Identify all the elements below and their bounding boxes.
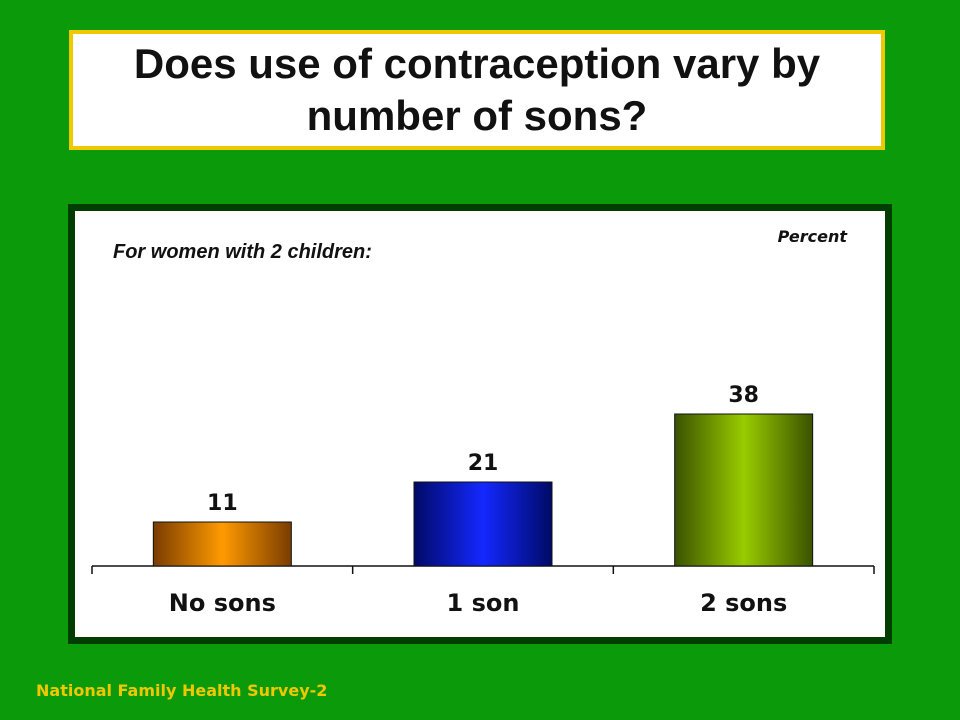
slide-title: Does use of contraception vary by number… (133, 40, 821, 139)
unit-label: Percent (777, 227, 847, 246)
category-label: 1 son (447, 589, 520, 617)
title-box: Does use of contraception vary by number… (69, 30, 885, 150)
bar-1-son (413, 481, 553, 567)
chart-frame: For women with 2 children: Percent 11 No … (68, 204, 892, 644)
chart-subtitle: For women with 2 children: (113, 241, 372, 263)
bar-2-sons (674, 413, 814, 567)
chart-panel: For women with 2 children: Percent 11 No … (75, 211, 885, 637)
category-label: No sons (169, 589, 276, 617)
source-footer: National Family Health Survey-2 (36, 681, 328, 700)
bar-chart: 11 No sons 21 1 son 38 2 sons (91, 383, 875, 617)
category-label: 2 sons (700, 589, 787, 617)
data-label: 38 (728, 383, 759, 408)
data-label: 21 (468, 451, 499, 476)
bar-no-sons (152, 521, 292, 567)
data-label: 11 (207, 491, 238, 516)
